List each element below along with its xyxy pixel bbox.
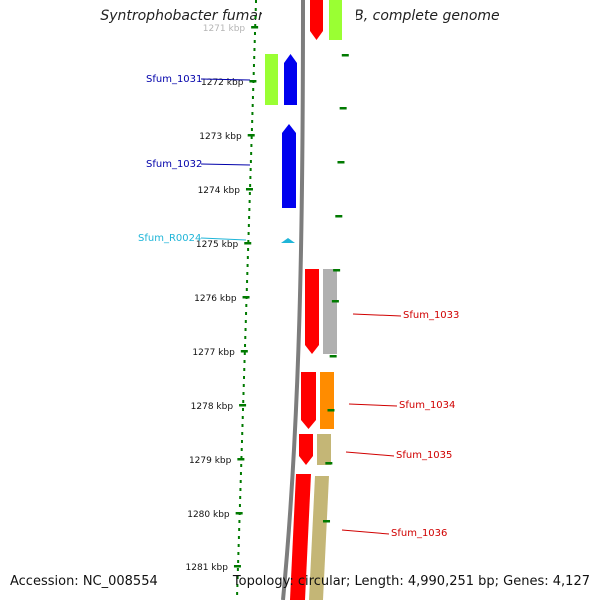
gene-arrow-sfum-1031 xyxy=(284,54,297,105)
right-tick-mark xyxy=(333,269,341,272)
kbp-tick-label: 1281 kbp xyxy=(186,563,229,573)
kbp-tick-mark xyxy=(251,26,259,29)
kbp-tick-mark xyxy=(237,458,245,461)
genome-summary-text: Topology: circular; Length: 4,990,251 bp… xyxy=(232,574,590,589)
kbp-tick-label: 1271 kbp xyxy=(203,24,246,34)
right-tick-mark xyxy=(331,300,339,303)
right-gene-label: Sfum_1033 xyxy=(403,310,459,321)
right-tick-mark xyxy=(337,161,345,164)
right-tick-mark xyxy=(325,462,333,465)
right-label-leader-line xyxy=(345,451,395,457)
left-label-leader-line xyxy=(200,237,247,241)
left-gene-labels: Sfum_1031 Sfum_1032 Sfum_R0024 xyxy=(138,74,251,244)
right-tick-mark xyxy=(329,355,337,358)
kbp-tick-label: 1272 kbp xyxy=(201,78,244,88)
right-gene-label: Sfum_1035 xyxy=(396,450,452,461)
accession-text: Accession: NC_008554 xyxy=(10,574,158,589)
left-gene-label: Sfum_1032 xyxy=(146,159,202,170)
right-tick-mark xyxy=(339,107,347,110)
kbp-tick-label: 1273 kbp xyxy=(199,132,242,142)
right-gene-labels: Sfum_1033 Sfum_1034 Sfum_1035 Sfum_1036 xyxy=(341,310,459,539)
right-label-leader-line xyxy=(348,403,398,407)
left-label-leader-line xyxy=(200,163,251,166)
kbp-tick-label: 1277 kbp xyxy=(192,348,235,358)
kbp-ticks: 1271 kbp 1272 kbp 1273 kbp 1274 kbp 1275 kbp… xyxy=(186,24,349,573)
kbp-tick-mark xyxy=(245,188,253,191)
kbp-tick-label: 1279 kbp xyxy=(189,456,232,466)
right-label-leader-line xyxy=(352,313,402,317)
genome-backbone xyxy=(281,0,305,600)
left-label-leader-line xyxy=(200,78,251,81)
gene-arrow-sfum-r0024 xyxy=(281,238,295,243)
gene-bar-sfum-1033-gray xyxy=(323,269,337,354)
gene-bar-top-lime xyxy=(329,0,342,40)
kbp-tick-mark xyxy=(235,512,243,515)
kbp-tick-mark xyxy=(240,350,248,353)
gene-arrow-sfum-1035 xyxy=(299,434,313,465)
kbp-tick-mark xyxy=(242,296,250,299)
right-tick-mark xyxy=(335,215,343,218)
gene-arrow-sfum-1033 xyxy=(305,269,319,354)
left-gene-label: Sfum_R0024 xyxy=(138,233,201,244)
kbp-tick-mark xyxy=(247,134,255,137)
gene-arrow-top-red xyxy=(310,0,323,40)
gene-bar-sfum-1034-orange xyxy=(320,372,334,429)
kbp-tick-mark xyxy=(244,242,252,245)
kbp-tick-mark xyxy=(249,80,257,83)
kbp-tick-label: 1278 kbp xyxy=(191,402,234,412)
gene-arrow-sfum-1036 xyxy=(290,474,311,600)
kbp-tick-mark xyxy=(233,565,241,568)
kbp-tick-label: 1274 kbp xyxy=(198,186,241,196)
right-tick-mark xyxy=(341,54,349,57)
gene-bar-sfum-1031-lime xyxy=(265,54,278,105)
right-label-leader-line xyxy=(341,529,390,535)
kbp-tick-mark xyxy=(239,404,247,407)
right-tick-mark xyxy=(327,409,335,412)
gene-arrow-sfum-1032 xyxy=(282,124,296,208)
kbp-tick-label: 1280 kbp xyxy=(187,510,230,520)
gene-bar-sfum-1036-khaki xyxy=(309,476,329,600)
right-tick-mark xyxy=(323,520,331,523)
kbp-tick-label: 1275 kbp xyxy=(196,240,239,250)
right-gene-label: Sfum_1036 xyxy=(391,528,447,539)
kbp-tick-label: 1276 kbp xyxy=(194,294,237,304)
gene-arrow-sfum-1034 xyxy=(301,372,316,429)
left-gene-label: Sfum_1031 xyxy=(146,74,202,85)
right-gene-label: Sfum_1034 xyxy=(399,400,455,411)
gene-bar-sfum-1035-khaki xyxy=(317,434,331,465)
gene-features xyxy=(265,0,342,600)
